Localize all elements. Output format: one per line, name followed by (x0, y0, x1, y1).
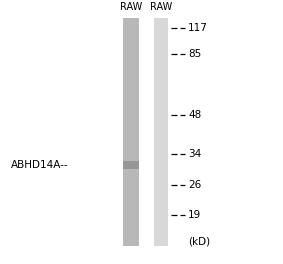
Text: ABHD14A--: ABHD14A-- (11, 160, 69, 170)
Text: 85: 85 (188, 49, 201, 59)
Bar (123, 161, 139, 169)
Text: (kD): (kD) (188, 237, 210, 247)
Text: 48: 48 (188, 110, 201, 120)
Text: RAW: RAW (120, 2, 142, 12)
Text: 34: 34 (188, 149, 201, 159)
Bar (154, 18, 168, 246)
Text: 117: 117 (188, 23, 208, 33)
Text: RAW: RAW (150, 2, 172, 12)
Text: 26: 26 (188, 180, 201, 190)
Text: 19: 19 (188, 210, 201, 220)
Bar (123, 18, 139, 246)
